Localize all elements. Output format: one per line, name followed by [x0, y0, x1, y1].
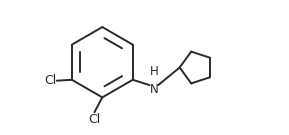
- Text: H: H: [149, 65, 158, 78]
- Text: Cl: Cl: [44, 74, 56, 87]
- Text: N: N: [149, 83, 158, 96]
- Text: Cl: Cl: [88, 113, 101, 126]
